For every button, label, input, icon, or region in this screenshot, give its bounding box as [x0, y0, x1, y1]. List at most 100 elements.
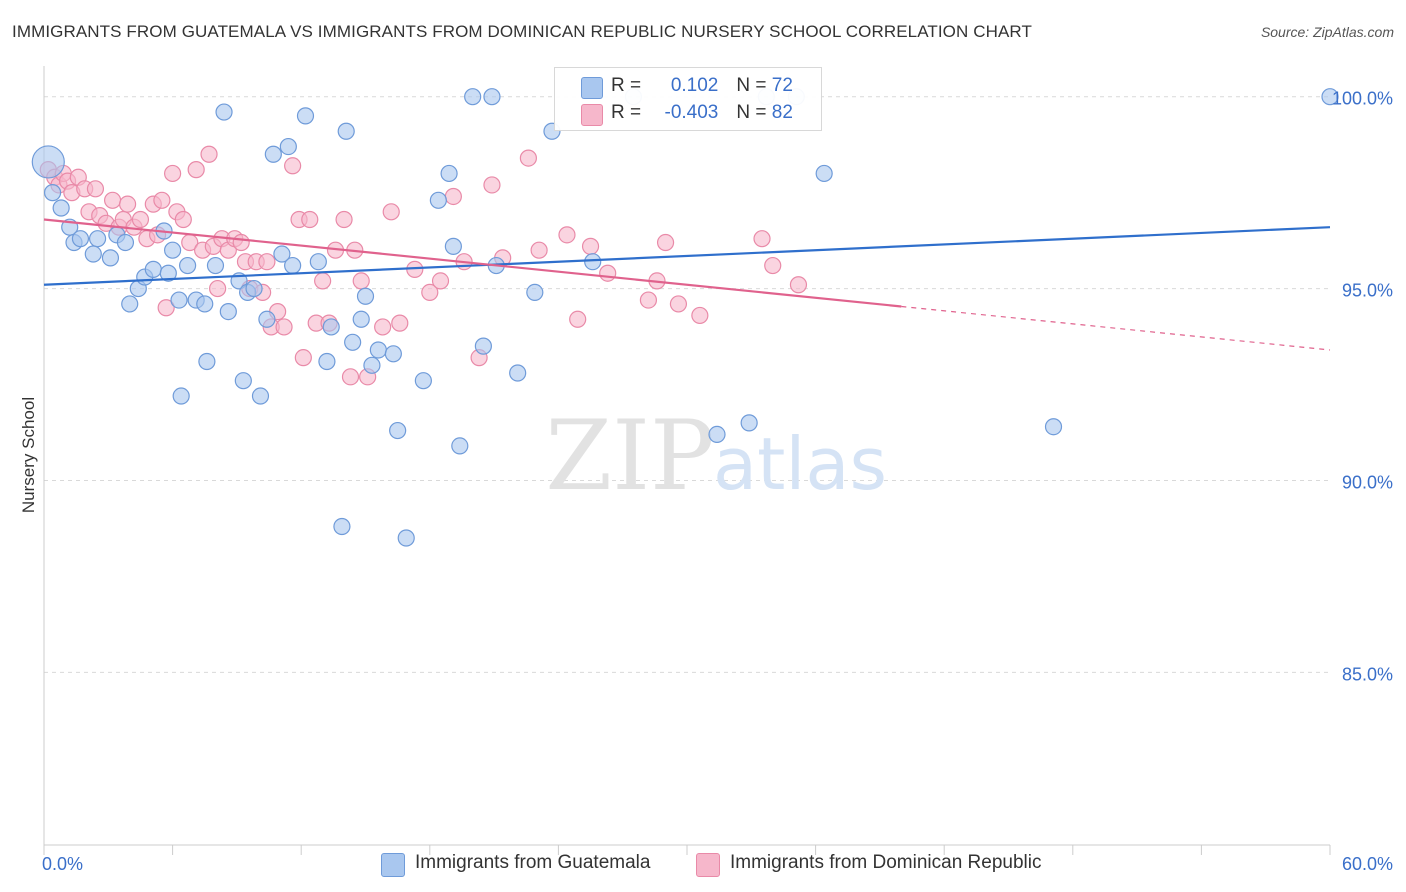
data-point: [284, 157, 302, 175]
trend-line-extension: [901, 305, 1331, 351]
axes: [43, 66, 1331, 855]
data-point: [101, 249, 120, 267]
data-point: [71, 230, 90, 248]
data-point: [519, 149, 537, 167]
data-point: [43, 184, 62, 202]
data-point: [391, 314, 409, 332]
legend-n-value: 82: [771, 102, 793, 123]
data-point: [384, 345, 402, 363]
data-point: [753, 230, 771, 248]
data-point: [569, 310, 587, 328]
data-point: [1321, 88, 1339, 106]
data-point: [764, 256, 782, 275]
y-tick-label: 85.0%: [1342, 664, 1393, 684]
data-point: [232, 233, 250, 252]
watermark-zip: ZIP: [545, 400, 714, 512]
series-guatemala-points: [31, 88, 1339, 547]
data-point: [691, 306, 709, 325]
bottom-legend-label: Immigrants from Dominican Republic: [730, 852, 1042, 873]
data-point: [429, 191, 447, 209]
x-tick-label: 0.0%: [42, 854, 83, 874]
data-point: [708, 425, 726, 443]
data-point: [294, 349, 312, 367]
data-point: [599, 264, 617, 282]
data-point: [258, 253, 276, 271]
data-point: [444, 187, 462, 206]
data-point: [333, 517, 351, 536]
y-tick-label: 90.0%: [1342, 472, 1393, 492]
data-point: [215, 103, 233, 121]
data-point: [421, 283, 439, 302]
legend-r-value: -0.403: [664, 102, 719, 123]
data-point: [451, 437, 469, 455]
data-point: [52, 199, 70, 217]
data-point: [1044, 418, 1063, 436]
trend-line: [43, 226, 1331, 286]
bottom-legend-swatch-pink: [696, 853, 720, 877]
data-point: [273, 245, 291, 263]
data-point: [374, 318, 392, 336]
data-point: [322, 318, 340, 336]
bottom-legend-guatemala: Immigrants from Guatemala: [381, 852, 681, 877]
data-point: [318, 352, 336, 371]
data-point: [639, 291, 658, 309]
data-point: [344, 333, 362, 351]
source-credit: Source: ZipAtlas.com: [1260, 24, 1394, 40]
data-point: [669, 295, 688, 313]
data-point: [157, 299, 175, 317]
data-point: [121, 295, 139, 313]
y-tick-label: 95.0%: [1342, 281, 1393, 301]
data-point: [251, 387, 270, 405]
bottom-legend-dominican: Immigrants from Dominican Republic: [696, 852, 1076, 877]
data-point: [209, 279, 227, 298]
data-point: [740, 414, 758, 432]
data-point: [170, 291, 188, 309]
data-point: [389, 421, 407, 440]
data-point: [335, 210, 353, 229]
data-point: [309, 253, 327, 271]
data-point: [84, 245, 102, 263]
data-point: [86, 180, 105, 198]
data-point: [474, 337, 492, 355]
data-point: [530, 241, 548, 259]
data-point: [464, 88, 482, 106]
data-point: [356, 287, 375, 305]
data-point: [275, 318, 293, 336]
legend-n-value: 72: [771, 75, 793, 96]
trend-line: [43, 218, 902, 308]
data-point: [198, 352, 216, 371]
data-point: [116, 233, 135, 252]
data-point: [88, 230, 107, 248]
legend-n-label: N =: [736, 102, 772, 123]
data-point: [153, 191, 171, 209]
data-point: [279, 137, 297, 156]
data-point: [414, 372, 432, 390]
data-point: [296, 107, 315, 125]
data-point: [159, 264, 177, 282]
data-point: [382, 203, 400, 221]
data-point: [164, 164, 182, 183]
y-tick-label: 100.0%: [1332, 89, 1393, 109]
bottom-legend-label: Immigrants from Guatemala: [415, 852, 651, 873]
legend-r-label: R =: [611, 102, 647, 123]
tick-labels: 85.0% 90.0% 95.0% 100.0% 0.0% 60.0%: [42, 89, 1393, 874]
data-point: [789, 276, 808, 294]
data-point: [815, 164, 833, 183]
data-point: [558, 226, 576, 244]
data-point: [363, 356, 381, 374]
data-point: [264, 145, 282, 163]
data-point: [187, 161, 205, 179]
data-point: [509, 364, 527, 382]
data-point: [164, 241, 182, 259]
x-tick-label: 60.0%: [1342, 854, 1393, 874]
trend-lines: [43, 218, 1331, 351]
data-point: [234, 372, 252, 390]
data-point: [352, 272, 370, 290]
data-point: [219, 302, 237, 321]
data-point: [103, 191, 122, 209]
data-point: [179, 256, 197, 275]
data-point: [584, 253, 602, 271]
chart-title: IMMIGRANTS FROM GUATEMALA VS IMMIGRANTS …: [12, 22, 1032, 41]
legend-r-value: 0.102: [670, 75, 719, 96]
